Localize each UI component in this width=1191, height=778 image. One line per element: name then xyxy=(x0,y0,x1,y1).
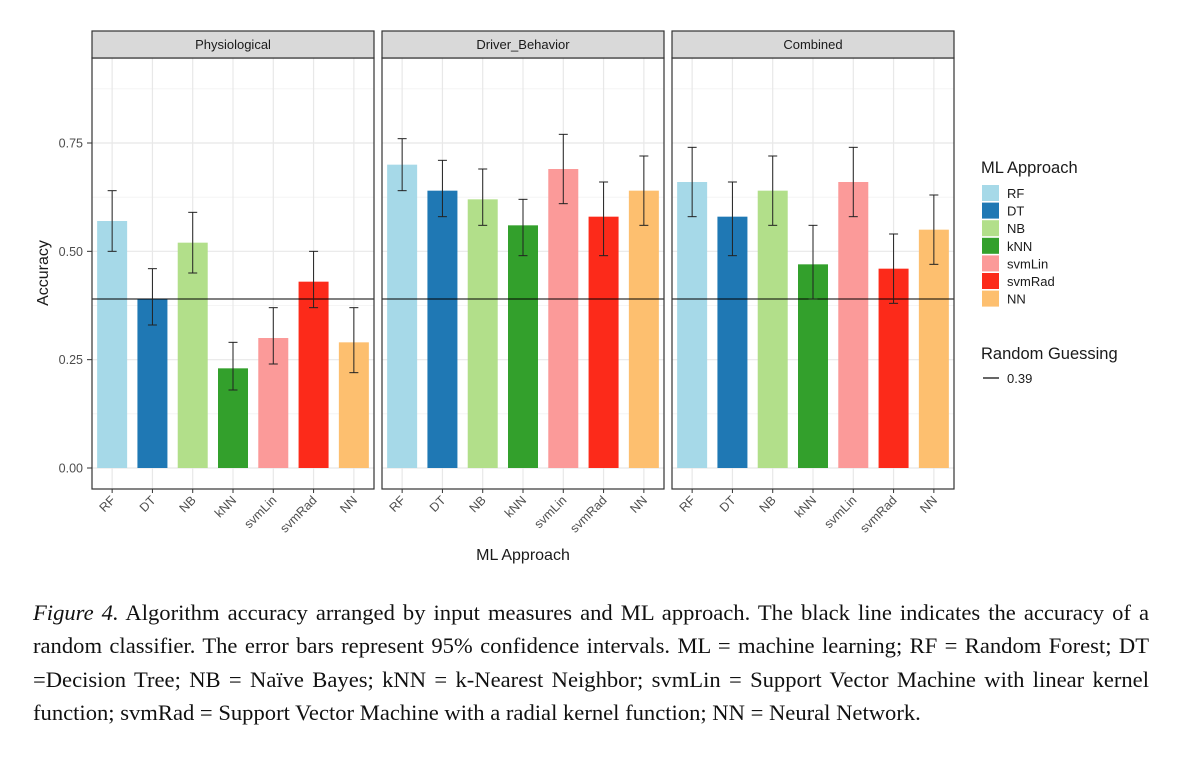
legend-label: 0.39 xyxy=(1007,371,1032,386)
bar-nn xyxy=(628,190,659,468)
x-tick-label: DT xyxy=(717,493,739,515)
error-bar xyxy=(808,224,818,300)
legend-swatch-nb xyxy=(982,220,999,237)
facet-strip xyxy=(671,30,955,59)
legend-swatch-svmlin xyxy=(982,255,999,272)
y-axis-title: Accuracy xyxy=(35,240,52,306)
y-tick-label: 0.50 xyxy=(59,245,83,259)
bar-svmrad xyxy=(588,216,619,468)
y-tick-label: 0.75 xyxy=(59,137,83,151)
x-tick-label: RF xyxy=(677,493,699,515)
legend-label: NN xyxy=(1007,292,1026,307)
legend-label: kNN xyxy=(1007,239,1032,254)
legend-label: NB xyxy=(1007,221,1025,236)
x-tick-label: svmLin xyxy=(822,493,860,531)
figure-label: Figure 4. xyxy=(33,600,119,625)
legend-swatch-knn xyxy=(982,237,999,254)
bar-nb xyxy=(467,199,498,469)
error-bar xyxy=(437,159,447,218)
x-tick-label: NB xyxy=(757,493,779,515)
error-bar xyxy=(889,233,899,304)
error-bar xyxy=(147,268,157,326)
bar-nb xyxy=(177,242,208,468)
legend-swatch-rf xyxy=(982,185,999,201)
y-tick-label: 0.00 xyxy=(59,462,83,476)
error-bar xyxy=(188,211,198,274)
error-bar xyxy=(228,341,238,391)
y-tick-label: 0.25 xyxy=(59,353,83,367)
caption-text: Algorithm accuracy arranged by input mea… xyxy=(33,600,1149,726)
legend-random-guessing: Random Guessing 0.39 xyxy=(981,345,1118,386)
legend-label: svmRad xyxy=(1007,274,1055,289)
x-axis-title: ML Approach xyxy=(476,547,570,564)
error-bar xyxy=(929,194,939,265)
x-tick-label: svmLin xyxy=(532,493,570,531)
x-tick-label: svmLin xyxy=(242,493,280,531)
x-tick-label: NN xyxy=(337,493,360,516)
facet-strip xyxy=(381,30,665,59)
x-tick-label: RF xyxy=(97,493,119,515)
error-bar xyxy=(848,146,858,218)
error-bar xyxy=(687,146,697,218)
error-bar xyxy=(518,198,528,257)
x-tick-label: svmRad xyxy=(567,493,609,535)
x-tick-label: svmRad xyxy=(277,493,319,535)
error-bar xyxy=(727,181,737,257)
x-tick-label: kNN xyxy=(792,493,819,520)
bar-svmlin xyxy=(838,182,869,468)
error-bar xyxy=(268,307,278,365)
x-tick-label: RF xyxy=(387,493,409,515)
facet-strip-label: Physiological xyxy=(195,37,271,52)
x-tick-label: svmRad xyxy=(857,493,899,535)
figure-caption: Figure 4. Algorithm accuracy arranged by… xyxy=(33,596,1149,730)
bar-nn xyxy=(918,229,949,468)
facet-strip-label: Driver_Behavior xyxy=(476,37,570,52)
x-tick-label: kNN xyxy=(212,493,239,520)
bar-svmlin xyxy=(548,169,579,468)
facet-strip-label: Combined xyxy=(783,37,842,52)
bar-dt xyxy=(717,216,748,468)
legend-label: svmLin xyxy=(1007,256,1048,271)
error-bar xyxy=(599,181,609,257)
error-bar xyxy=(768,155,778,226)
legend-title: Random Guessing xyxy=(981,345,1118,363)
error-bar xyxy=(349,307,359,374)
x-tick-label: DT xyxy=(427,493,449,515)
bar-knn xyxy=(508,225,538,468)
facet-strip xyxy=(91,30,375,59)
legend-title: ML Approach xyxy=(981,159,1078,177)
x-tick-label: NB xyxy=(177,493,199,515)
error-bar xyxy=(107,190,117,252)
legend-swatch-dt xyxy=(982,202,999,219)
legend-label: DT xyxy=(1007,204,1024,219)
bar-svmrad xyxy=(298,281,329,468)
error-bar xyxy=(558,133,568,205)
x-tick-label: DT xyxy=(137,493,159,515)
error-bar xyxy=(478,168,488,226)
bar-rf xyxy=(677,182,708,468)
x-tick-label: NN xyxy=(627,493,650,516)
x-tick-label: NB xyxy=(467,493,489,515)
bar-dt xyxy=(427,190,458,468)
legend-swatch-svmrad xyxy=(982,273,999,289)
error-bar xyxy=(639,155,649,226)
x-tick-label: NN xyxy=(917,493,940,516)
bar-dt xyxy=(137,299,168,468)
x-tick-label: kNN xyxy=(502,493,529,520)
bar-nb xyxy=(757,190,788,468)
bar-rf xyxy=(97,221,128,468)
legend-swatch-nn xyxy=(982,290,999,307)
legend-label: RF xyxy=(1007,186,1024,201)
error-bar xyxy=(309,250,319,309)
bar-rf xyxy=(387,164,418,468)
legend-ml-approach: ML Approach RF DT NB kNN svmLin svmRad NN xyxy=(981,159,1078,307)
error-bar xyxy=(397,138,407,192)
